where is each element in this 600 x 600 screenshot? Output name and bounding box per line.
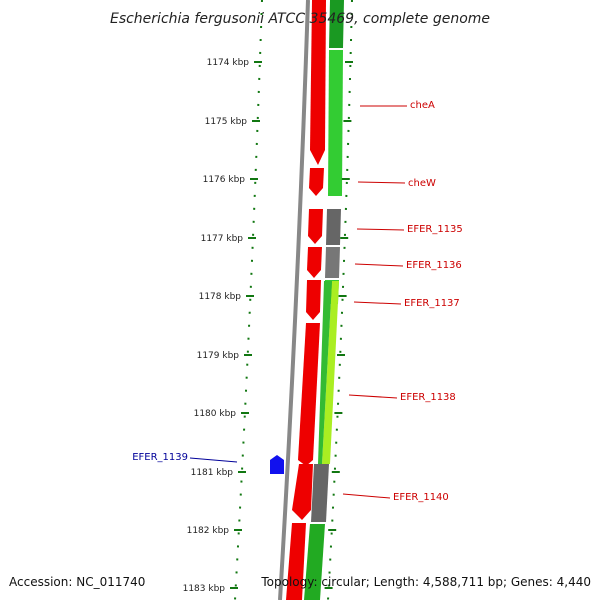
forward-gene-arrow xyxy=(298,323,320,466)
gene-label-leader xyxy=(354,263,404,267)
forward-gene-arrow xyxy=(306,280,321,320)
gene-label: cheW xyxy=(408,178,436,189)
forward-gene-arrow xyxy=(310,0,326,165)
accession-text: Accession: NC_011740 xyxy=(9,575,145,589)
gene-label-leader xyxy=(189,457,238,463)
guide-rings xyxy=(234,0,353,600)
tick-label: 1176 kbp xyxy=(203,175,246,185)
tick-marks: 1174 kbp 1175 kbp 1176 kbp 1177 kbp 1178 kbp… xyxy=(183,58,353,594)
gene-label-leader xyxy=(342,493,391,499)
reverse-gene-block xyxy=(329,0,344,48)
unknown-gene-block xyxy=(326,209,341,245)
reverse-gene-block xyxy=(328,50,343,196)
tick-label: 1181 kbp xyxy=(191,468,234,478)
forward-gene-arrow xyxy=(307,247,322,278)
genome-backbone xyxy=(278,0,310,600)
topology-text: Topology: circular; Length: 4,588,711 bp… xyxy=(260,575,591,589)
tick-label: 1182 kbp xyxy=(187,526,230,536)
gene-label-leader xyxy=(348,394,398,399)
gene-marker xyxy=(270,455,284,474)
tick-label: 1183 kbp xyxy=(183,584,226,594)
map-title: Escherichia fergusonii ATCC 35469, compl… xyxy=(110,11,490,27)
reverse-gene-block-light xyxy=(322,281,339,464)
forward-gene-arrow xyxy=(286,523,306,600)
tick-label: 1174 kbp xyxy=(207,58,250,68)
unknown-gene-block xyxy=(311,464,329,522)
gene-labels: cheA cheW EFER_1135 EFER_1136 EFER_1137 EFER_… xyxy=(132,100,463,503)
inner-guide-ring xyxy=(234,0,263,600)
gene-label: EFER_1139 xyxy=(132,452,188,463)
tick-label: 1178 kbp xyxy=(199,292,242,302)
gene-label-leader xyxy=(357,181,406,184)
gene-label: EFER_1137 xyxy=(404,298,460,309)
gene-label: EFER_1138 xyxy=(400,392,456,403)
reverse-gene-block xyxy=(304,524,325,600)
tick-label: 1180 kbp xyxy=(194,409,237,419)
gene-label: EFER_1135 xyxy=(407,224,463,235)
gene-label: cheA xyxy=(410,100,435,111)
tick-label: 1175 kbp xyxy=(205,117,248,127)
tick-label: 1179 kbp xyxy=(197,351,240,361)
gene-label: EFER_1136 xyxy=(406,260,462,271)
reverse-strand-genes xyxy=(304,0,344,600)
tick-label: 1177 kbp xyxy=(201,234,244,244)
gene-label-leader xyxy=(353,301,402,305)
unknown-gene-block xyxy=(325,247,340,278)
gene-label: EFER_1140 xyxy=(393,492,449,503)
forward-gene-arrow xyxy=(292,464,313,520)
reverse-gene-block xyxy=(318,281,332,464)
gene-label-leader xyxy=(356,228,405,231)
forward-strand-genes xyxy=(286,0,326,600)
outer-guide-ring xyxy=(327,0,353,600)
forward-gene-arrow xyxy=(308,209,323,244)
forward-gene-arrow xyxy=(309,168,324,196)
